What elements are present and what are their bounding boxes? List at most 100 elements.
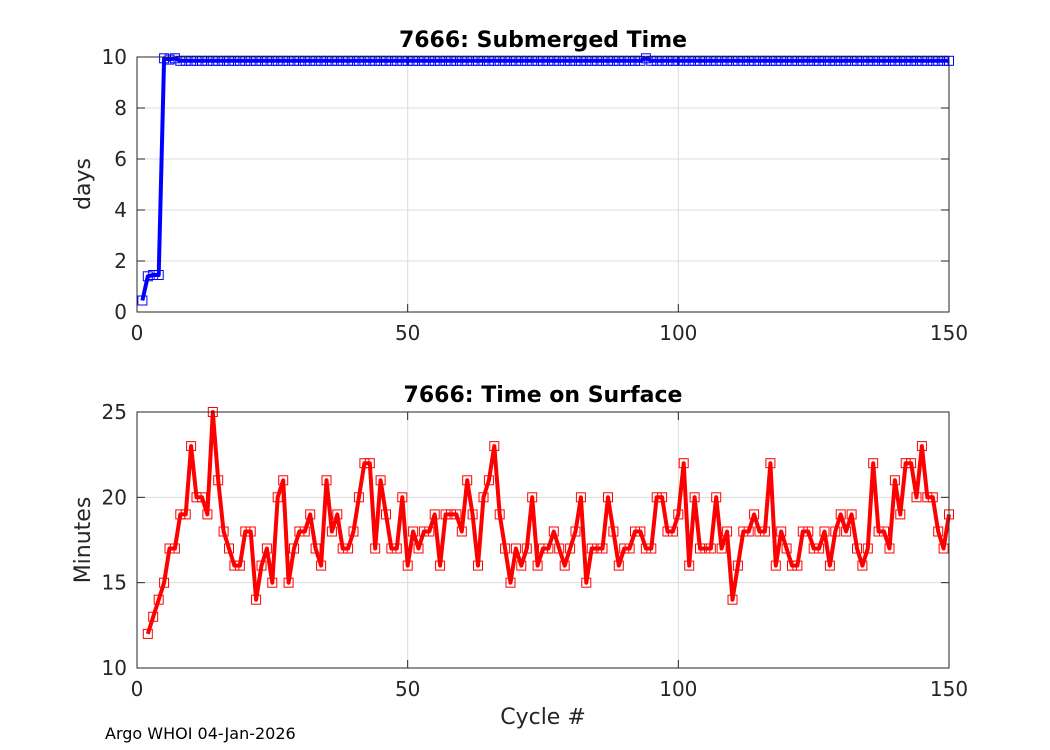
data-point-marker	[819, 526, 830, 537]
data-point-marker	[343, 543, 354, 554]
data-point-marker	[781, 55, 792, 66]
data-point-marker	[619, 55, 630, 66]
data-point-marker	[197, 55, 207, 66]
data-point-marker	[424, 526, 435, 537]
data-point-marker	[548, 526, 559, 537]
data-point-marker	[852, 55, 862, 66]
data-point-marker	[337, 543, 348, 554]
data-point-marker	[494, 509, 505, 520]
data-point-marker	[289, 543, 299, 554]
data-point-marker	[873, 55, 884, 66]
data-point-marker	[841, 526, 852, 537]
y-tick-label: 25	[102, 400, 127, 424]
data-point-marker	[722, 55, 733, 66]
data-point-marker	[483, 55, 494, 66]
data-point-marker	[554, 543, 565, 554]
data-point-marker	[684, 55, 695, 66]
data-point-marker	[516, 560, 527, 571]
data-point-marker	[895, 55, 906, 66]
data-point-marker	[738, 55, 749, 66]
data-point-marker	[613, 560, 624, 571]
data-point-marker	[824, 55, 835, 66]
data-point-marker	[272, 55, 283, 66]
y-tick-label: 8	[114, 96, 127, 120]
data-point-marker	[278, 55, 289, 66]
data-point-marker	[759, 55, 770, 66]
data-point-marker	[657, 492, 668, 503]
data-point-marker	[884, 543, 895, 554]
data-point-marker	[489, 441, 500, 452]
data-point-marker	[857, 560, 868, 571]
data-point-marker	[305, 55, 316, 66]
data-point-marker	[321, 55, 332, 66]
x-tick-labels: 0 50 100 150	[131, 677, 968, 701]
x-tick-label: 150	[930, 677, 968, 701]
data-point-marker	[402, 55, 413, 66]
data-point-marker	[570, 55, 581, 66]
data-point-marker	[316, 560, 327, 571]
data-point-marker	[408, 526, 419, 537]
data-point-marker	[494, 55, 505, 66]
data-point-marker	[603, 492, 613, 503]
data-point-marker	[218, 526, 229, 537]
series-markers	[142, 407, 954, 639]
series-line-path	[145, 410, 951, 635]
data-point-marker	[527, 55, 538, 66]
data-point-marker	[830, 55, 841, 66]
data-point-marker	[597, 543, 608, 554]
data-point-marker	[435, 560, 446, 571]
data-point-marker	[175, 55, 186, 66]
data-point-marker	[603, 55, 613, 66]
data-point-marker	[505, 577, 516, 588]
data-point-marker	[695, 55, 705, 66]
data-point-marker	[651, 55, 662, 66]
data-point-marker	[646, 55, 657, 66]
data-point-marker	[770, 55, 781, 66]
data-point-marker	[538, 55, 548, 66]
data-point-marker	[202, 509, 213, 520]
footer-credit: Argo WHOI 04-Jan-2026	[105, 724, 296, 743]
data-point-marker	[332, 55, 343, 66]
data-point-marker	[916, 441, 927, 452]
data-point-marker	[559, 560, 570, 571]
data-point-marker	[592, 543, 603, 554]
data-point-marker	[316, 55, 327, 66]
data-point-marker	[359, 55, 370, 66]
data-point-marker	[483, 475, 494, 486]
data-point-marker	[749, 509, 760, 520]
data-point-marker	[852, 543, 862, 554]
data-point-marker	[391, 543, 402, 554]
data-point-marker	[911, 55, 922, 66]
data-point-marker	[229, 55, 240, 66]
y-tick-labels: 0 2 4 6 8 10	[102, 45, 127, 324]
data-point-marker	[478, 55, 489, 66]
data-point-marker	[429, 55, 440, 66]
data-point-marker	[397, 55, 408, 66]
x-tick-label: 100	[659, 321, 697, 345]
data-point-marker	[630, 526, 640, 537]
data-point-marker	[879, 526, 889, 537]
data-point-marker	[462, 475, 473, 486]
data-point-marker	[933, 526, 944, 537]
data-point-marker	[370, 543, 381, 554]
y-tick-label: 6	[114, 147, 127, 171]
data-point-marker	[251, 594, 262, 605]
data-point-marker	[234, 55, 245, 66]
data-point-marker	[689, 55, 700, 66]
series-markers	[137, 53, 954, 306]
data-point-marker	[169, 543, 180, 554]
data-point-marker	[294, 55, 305, 66]
data-point-marker	[711, 492, 722, 503]
data-point-marker	[787, 560, 797, 571]
data-point-marker	[348, 526, 359, 537]
data-point-marker	[364, 55, 375, 66]
data-point-marker	[581, 55, 592, 66]
data-point-marker	[835, 509, 846, 520]
x-tick-label: 150	[930, 321, 968, 345]
data-point-marker	[164, 543, 175, 554]
data-point-marker	[467, 55, 478, 66]
data-point-marker	[700, 543, 711, 554]
x-tick-label: 50	[395, 677, 420, 701]
data-point-marker	[413, 55, 424, 66]
